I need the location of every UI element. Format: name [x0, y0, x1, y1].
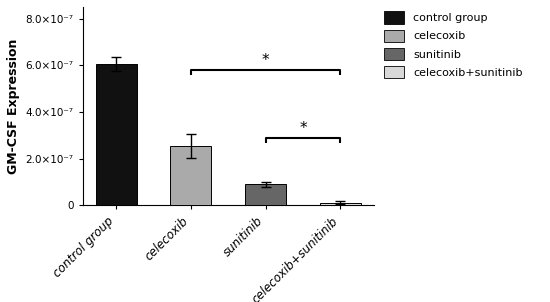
Text: *: *	[299, 121, 307, 136]
Bar	[245, 184, 286, 205]
Legend: control group, celecoxib, sunitinib, celecoxib+sunitinib: control group, celecoxib, sunitinib, cel…	[380, 7, 527, 83]
Y-axis label: GM-CSF Expression: GM-CSF Expression	[7, 38, 20, 174]
Bar	[96, 64, 137, 205]
Bar	[170, 146, 211, 205]
Text: *: *	[262, 53, 270, 68]
Bar	[320, 203, 361, 205]
